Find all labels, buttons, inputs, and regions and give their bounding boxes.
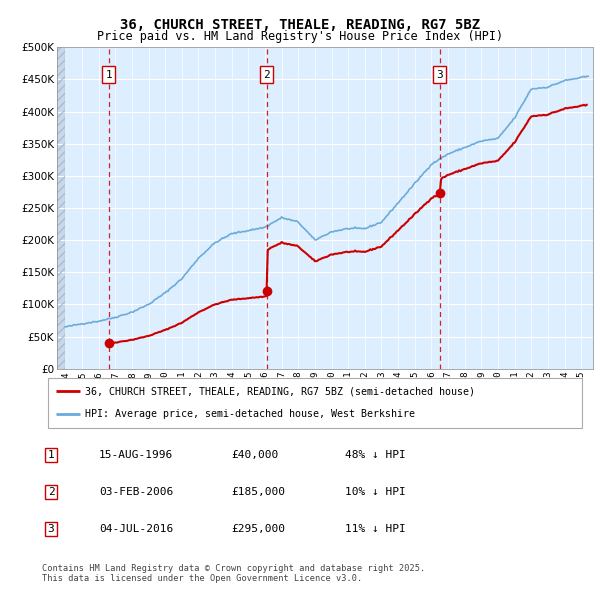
- Text: 48% ↓ HPI: 48% ↓ HPI: [345, 450, 406, 460]
- Text: 36, CHURCH STREET, THEALE, READING, RG7 5BZ: 36, CHURCH STREET, THEALE, READING, RG7 …: [120, 18, 480, 32]
- Text: HPI: Average price, semi-detached house, West Berkshire: HPI: Average price, semi-detached house,…: [85, 409, 415, 419]
- Text: 2: 2: [263, 70, 270, 80]
- Text: 04-JUL-2016: 04-JUL-2016: [99, 524, 173, 534]
- Text: £295,000: £295,000: [231, 524, 285, 534]
- Text: Price paid vs. HM Land Registry's House Price Index (HPI): Price paid vs. HM Land Registry's House …: [97, 30, 503, 43]
- Bar: [57, 47, 65, 369]
- Text: 3: 3: [47, 524, 55, 534]
- Text: £40,000: £40,000: [231, 450, 278, 460]
- Text: 36, CHURCH STREET, THEALE, READING, RG7 5BZ (semi-detached house): 36, CHURCH STREET, THEALE, READING, RG7 …: [85, 386, 475, 396]
- Text: 11% ↓ HPI: 11% ↓ HPI: [345, 524, 406, 534]
- Text: Contains HM Land Registry data © Crown copyright and database right 2025.
This d: Contains HM Land Registry data © Crown c…: [42, 563, 425, 583]
- Text: 3: 3: [436, 70, 443, 80]
- Text: 10% ↓ HPI: 10% ↓ HPI: [345, 487, 406, 497]
- Text: 2: 2: [47, 487, 55, 497]
- Text: £185,000: £185,000: [231, 487, 285, 497]
- Text: 1: 1: [47, 450, 55, 460]
- Text: 1: 1: [106, 70, 112, 80]
- Text: 15-AUG-1996: 15-AUG-1996: [99, 450, 173, 460]
- Bar: [57, 47, 65, 369]
- FancyBboxPatch shape: [48, 378, 582, 428]
- Text: 03-FEB-2006: 03-FEB-2006: [99, 487, 173, 497]
